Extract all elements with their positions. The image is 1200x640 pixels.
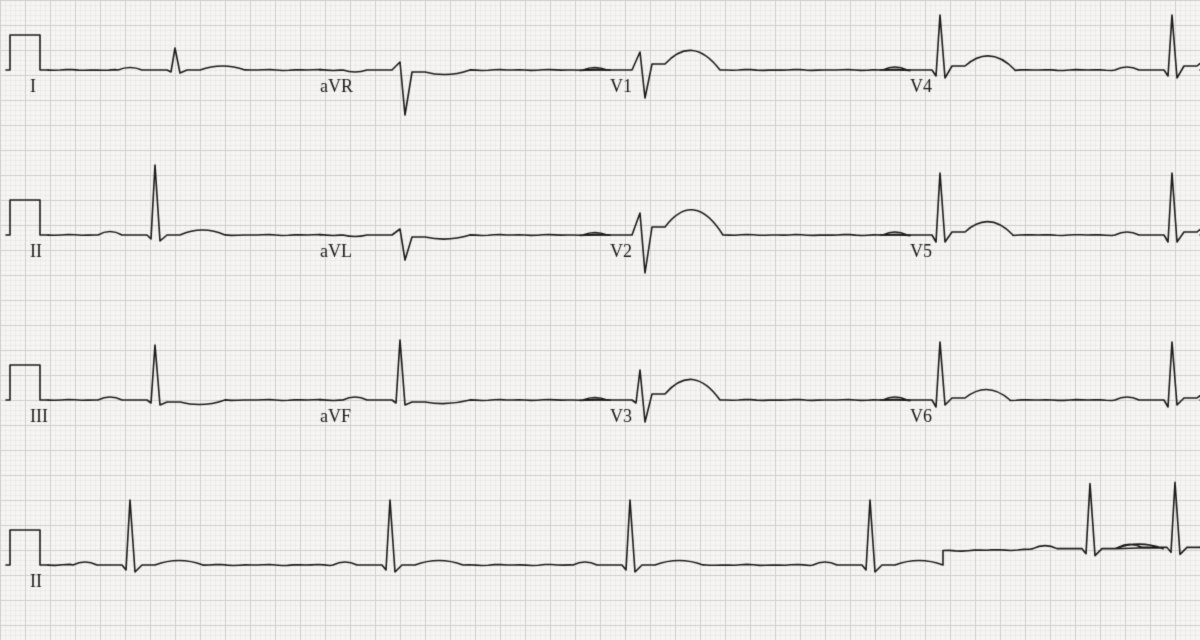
ecg-tracing	[0, 0, 1200, 640]
